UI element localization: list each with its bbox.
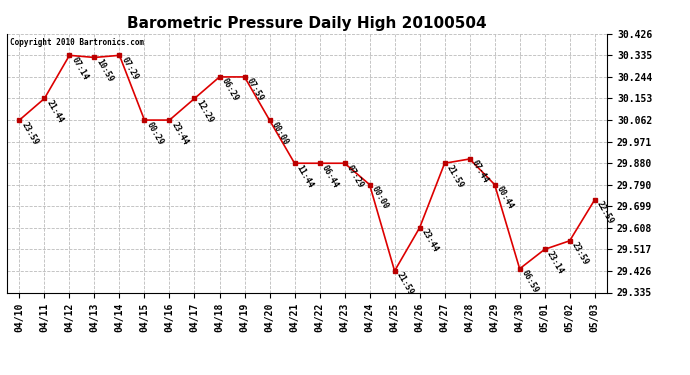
Text: 00:00: 00:00 (370, 184, 390, 211)
Text: 07:59: 07:59 (244, 77, 265, 103)
Text: 10:59: 10:59 (95, 57, 115, 84)
Text: 23:44: 23:44 (170, 120, 190, 146)
Text: 21:59: 21:59 (395, 271, 415, 297)
Text: 06:29: 06:29 (219, 77, 240, 103)
Text: 22:59: 22:59 (595, 200, 615, 226)
Text: 21:59: 21:59 (444, 163, 465, 189)
Text: 23:59: 23:59 (570, 241, 590, 267)
Text: 07:29: 07:29 (119, 56, 140, 81)
Text: 07:44: 07:44 (470, 159, 490, 185)
Text: 06:44: 06:44 (319, 163, 340, 189)
Text: 00:00: 00:00 (270, 120, 290, 146)
Text: 12:29: 12:29 (195, 99, 215, 124)
Text: 23:59: 23:59 (19, 120, 40, 146)
Text: 07:29: 07:29 (344, 163, 365, 189)
Text: 06:59: 06:59 (520, 269, 540, 295)
Text: 07:14: 07:14 (70, 56, 90, 81)
Text: 21:44: 21:44 (44, 99, 65, 124)
Text: 00:29: 00:29 (144, 120, 165, 146)
Text: 00:44: 00:44 (495, 184, 515, 211)
Title: Barometric Pressure Daily High 20100504: Barometric Pressure Daily High 20100504 (127, 16, 487, 31)
Text: 23:44: 23:44 (420, 228, 440, 254)
Text: 23:14: 23:14 (544, 249, 565, 276)
Text: 11:44: 11:44 (295, 163, 315, 189)
Text: Copyright 2010 Bartronics.com: Copyright 2010 Bartronics.com (10, 38, 144, 46)
